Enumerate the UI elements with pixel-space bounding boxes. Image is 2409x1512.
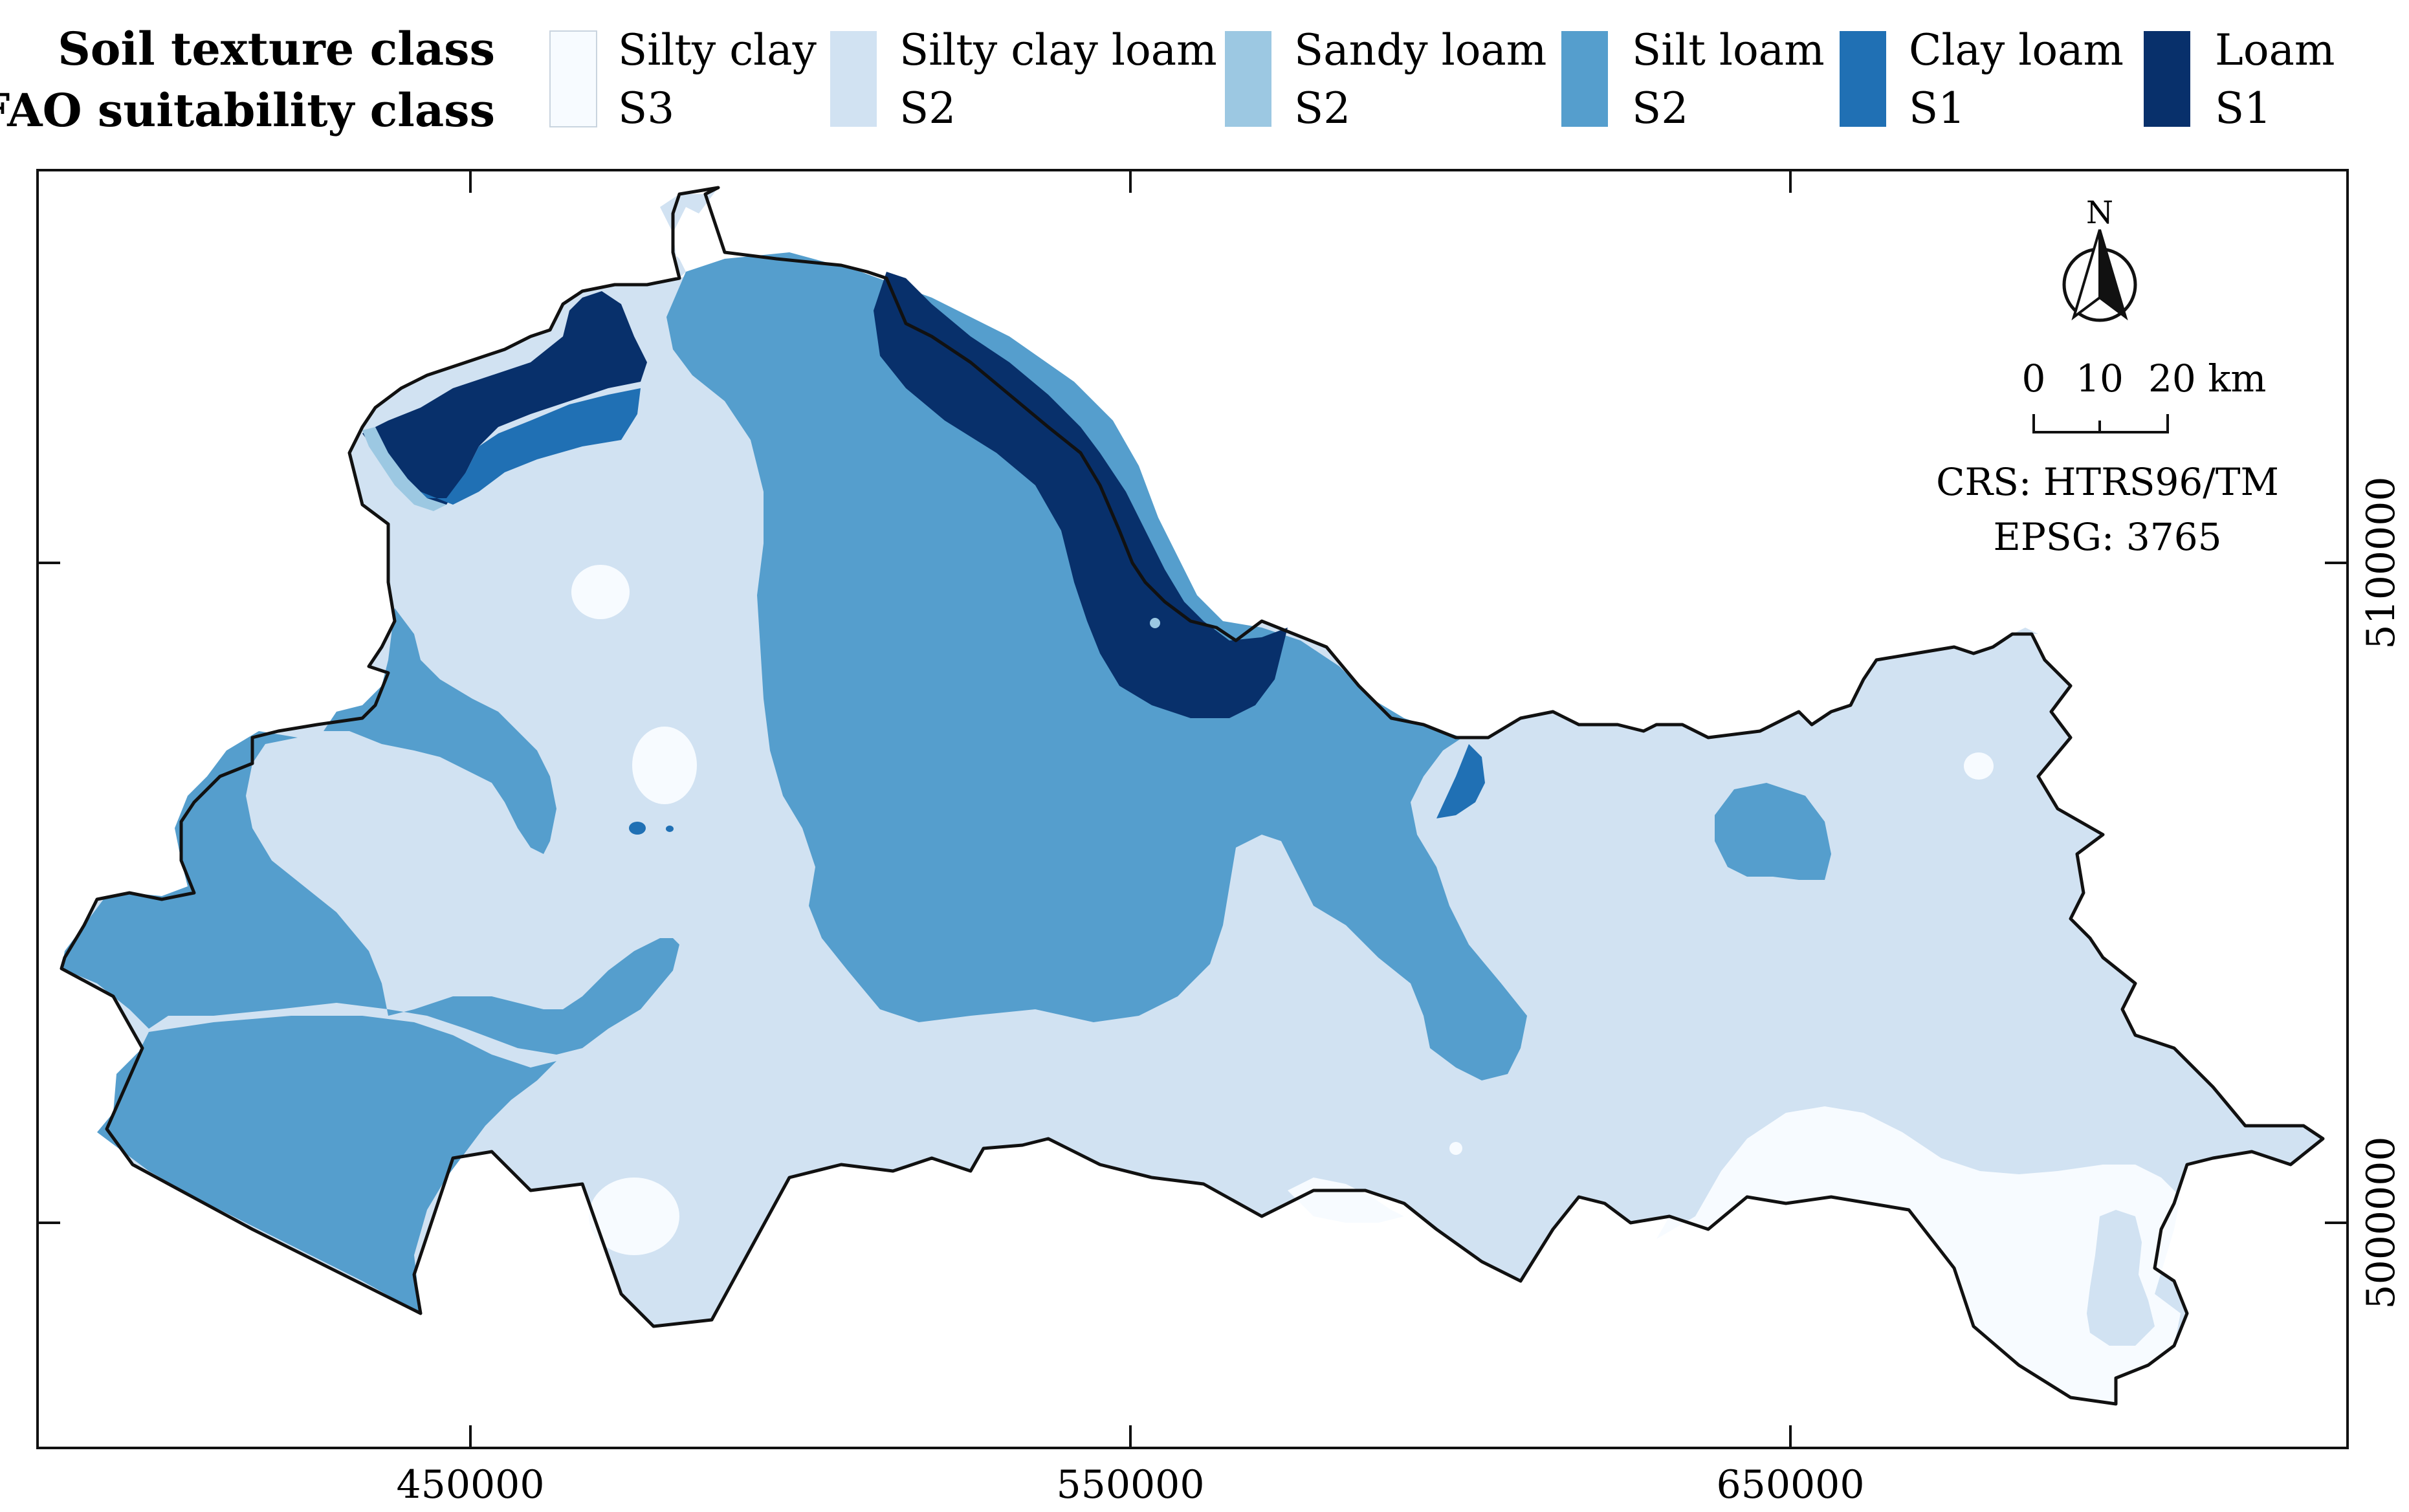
zone-silt-loam-sw-lower (97, 1016, 556, 1313)
legend-item-sandy-loam: Sandy loam S2 (1225, 25, 1546, 133)
legend-swatch-silty-clay-loam (830, 31, 877, 127)
zone-loam-ne (874, 272, 1288, 718)
legend-item-silty-clay: Silty clay S3 (549, 25, 817, 133)
legend-item-clay-loam: Clay loam S1 (1840, 25, 2124, 133)
zone-silt-loam-central (666, 252, 1527, 1080)
legend-header-texture: Soil texture class (58, 22, 495, 76)
legend-swatch-loam (2144, 31, 2190, 127)
axis-ticks (38, 170, 2348, 1448)
legend-texture-label: Sandy loam (1294, 25, 1546, 75)
legend-header-fao: FAO suitability class (0, 83, 495, 137)
zone-silty-clay-patch (1964, 752, 1994, 780)
legend-fao-label: S2 (1294, 83, 1350, 133)
zone-silty-clay-southeast (1656, 1106, 2181, 1404)
legend-item-loam: Loam S1 (2144, 25, 2335, 133)
north-arrow-icon: N (2062, 195, 2137, 322)
epsg-label: EPSG: 3765 (1993, 515, 2221, 559)
legend-texture-label: Silty clay loam (899, 25, 1217, 75)
zone-silt-loam-west-lobe (324, 608, 556, 854)
zone-clay-loam-east (1436, 744, 1485, 818)
zone-clay-loam-nw (375, 388, 641, 505)
legend-swatch-silty-clay (549, 30, 597, 127)
legend-item-silty-clay-loam: Silty clay loam S2 (830, 25, 1217, 133)
legend: Soil texture class FAO suitability class… (0, 22, 2335, 137)
legend-fao-label: S2 (899, 83, 956, 133)
zone-loam-nw (362, 291, 647, 505)
legend-fao-label: S1 (2215, 83, 2271, 133)
legend-texture-label: Loam (2215, 25, 2335, 75)
zone-silty-clay-loam-southeast-inner (2087, 1210, 2155, 1346)
scale-bar: 0 10 20 km (2022, 356, 2266, 433)
x-tick-label: 450000 (396, 1462, 544, 1507)
legend-item-silt-loam: Silt loam S2 (1561, 25, 1825, 133)
zone-sandy-loam-nw (362, 427, 446, 511)
y-tick-label: 5100000 (2359, 476, 2404, 649)
scale-label-0: 0 (2022, 356, 2046, 400)
zone-silty-clay-patch (1449, 1142, 1462, 1155)
legend-fao-label: S1 (1909, 83, 1965, 133)
scale-label-10: 10 (2076, 356, 2124, 400)
legend-fao-label: S3 (618, 83, 674, 133)
y-tick-label: 5000000 (2359, 1136, 2404, 1309)
legend-texture-label: Silty clay (618, 25, 817, 75)
north-label: N (2086, 195, 2113, 231)
zone-silty-clay-patch (632, 727, 697, 804)
x-tick-label: 550000 (1056, 1462, 1204, 1507)
crs-label: CRS: HTRS96/TM (1936, 460, 2279, 504)
legend-fao-label: S2 (1632, 83, 1688, 133)
legend-texture-label: Silt loam (1632, 25, 1825, 75)
zone-sandy-loam-dot (1150, 618, 1160, 628)
legend-swatch-clay-loam (1840, 31, 1886, 127)
zone-silt-loam-sw (61, 731, 679, 1055)
legend-swatch-silt-loam (1561, 31, 1608, 127)
region-boundary (60, 186, 2325, 1406)
zone-clay-loam-dot (629, 822, 646, 835)
zone-silt-loam-east-patch (1715, 783, 1831, 880)
zone-silty-clay-patch (589, 1178, 679, 1255)
legend-texture-label: Clay loam (1909, 25, 2124, 75)
soil-texture-map (60, 186, 2325, 1406)
x-tick-label: 650000 (1716, 1462, 1864, 1507)
scale-label-20: 20 km (2148, 356, 2266, 400)
zone-silty-clay-patch (571, 565, 630, 619)
zone-clay-loam-dot (666, 826, 674, 832)
legend-swatch-sandy-loam (1225, 31, 1271, 127)
